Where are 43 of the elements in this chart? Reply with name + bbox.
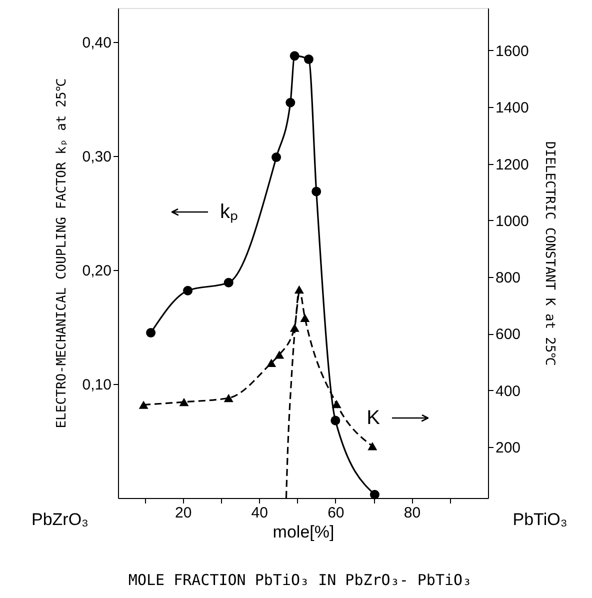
point xyxy=(294,285,304,294)
y-tick-label: 0,10 xyxy=(82,376,112,394)
point xyxy=(286,98,296,108)
y2-axis-title: DIELECTRIC CONSTANT K at 25℃ xyxy=(542,141,557,366)
point xyxy=(183,286,193,296)
point xyxy=(179,398,189,406)
point xyxy=(138,400,148,409)
point xyxy=(370,490,380,500)
text: MOLE FRACTION PbTiO₃ IN PbZrO₃- PbTiO₃ xyxy=(128,571,472,589)
point xyxy=(304,54,314,64)
point xyxy=(312,186,322,196)
text: PbZrO₃ xyxy=(32,510,88,529)
point xyxy=(330,416,340,426)
y2-tick-label: 800 xyxy=(496,270,521,287)
point xyxy=(332,400,342,408)
annotation: K xyxy=(366,407,381,429)
y-axis-title: ELECTRO-MECHANICAL COUPLING FACTOR kₚ at 25℃ xyxy=(54,78,70,428)
point xyxy=(224,394,234,402)
y2-tick-label: 400 xyxy=(496,382,521,400)
x-axis-title: mole[%] xyxy=(272,522,334,542)
point xyxy=(272,152,282,162)
point xyxy=(300,314,310,322)
annotation: kₚ xyxy=(220,201,238,223)
x-tick-label: 40 xyxy=(251,504,268,522)
x-tick-label: 60 xyxy=(328,504,344,522)
y2-tick-label: 1400 xyxy=(496,100,529,117)
point xyxy=(290,51,300,61)
point xyxy=(274,350,284,359)
y-tick-label: 0,30 xyxy=(82,148,112,166)
text: PbTiO₃ xyxy=(512,510,568,529)
point xyxy=(266,358,276,368)
y-tick-label: 0,20 xyxy=(82,262,112,280)
y2-tick-label: 1600 xyxy=(496,42,529,60)
y2-tick-label: 200 xyxy=(496,440,521,457)
x-tick-label: 80 xyxy=(404,504,421,522)
y-tick-label: 0,40 xyxy=(82,34,112,52)
y2-tick-label: 1200 xyxy=(496,156,529,174)
point xyxy=(146,328,156,338)
point xyxy=(368,442,378,450)
x-tick-label: 20 xyxy=(175,504,192,522)
point xyxy=(224,278,234,288)
y2-tick-label: 600 xyxy=(496,326,521,344)
y2-tick-label: 1000 xyxy=(496,212,529,230)
